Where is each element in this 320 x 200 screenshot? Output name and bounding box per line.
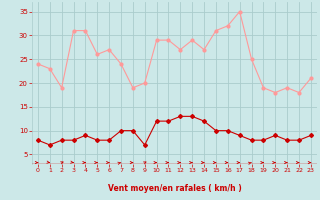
X-axis label: Vent moyen/en rafales ( km/h ): Vent moyen/en rafales ( km/h ) [108,184,241,193]
